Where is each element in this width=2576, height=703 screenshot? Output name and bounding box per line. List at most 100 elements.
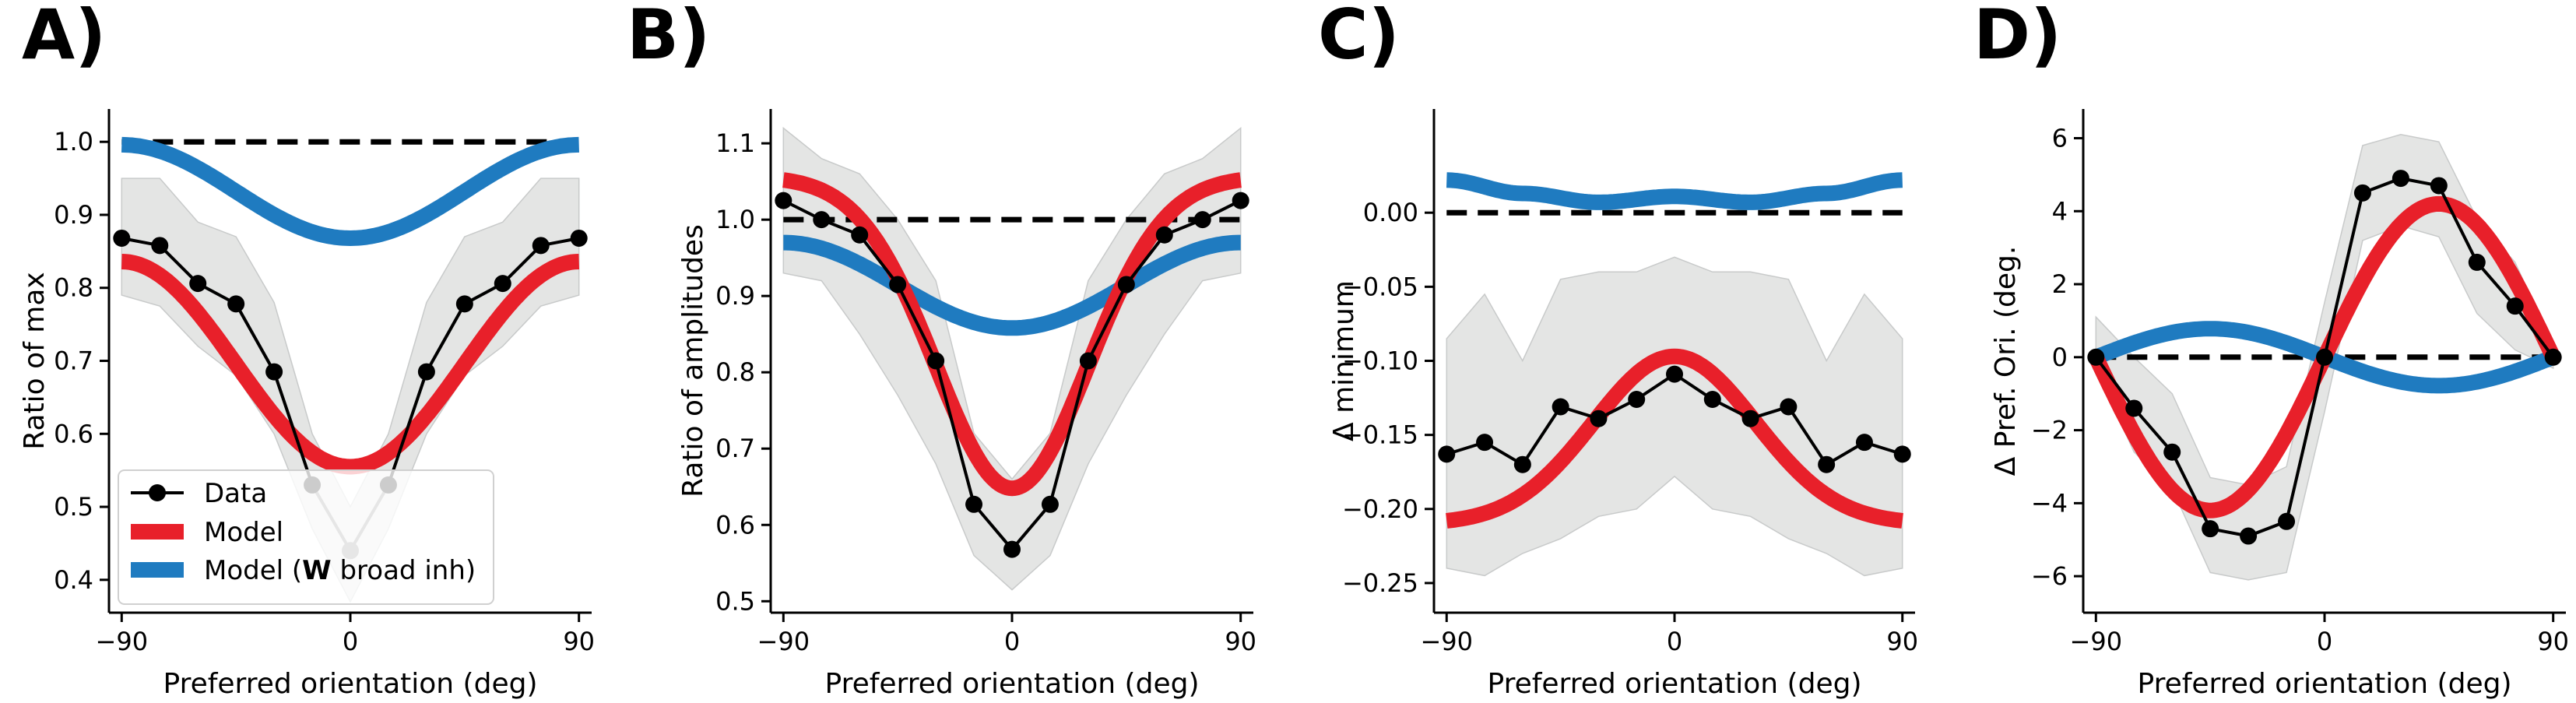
legend-frame	[118, 469, 494, 605]
data-point	[2163, 443, 2181, 461]
y-tick-label: 0.9	[715, 281, 755, 311]
data-point	[2391, 170, 2409, 188]
y-tick-label: 6	[2052, 124, 2068, 153]
legend-label: Model	[204, 517, 283, 548]
panel-b: B) −90 0 90 0.5 0.6 0.7 0.8 0.9 1.0 1.1 Preferred o…	[627, 0, 1256, 700]
x-tick-label: −90	[1420, 627, 1473, 656]
data-point	[2316, 348, 2333, 366]
y-tick-label: −0.20	[1342, 494, 1418, 524]
legend-label-prefix: Data	[204, 478, 267, 509]
data-point	[2240, 527, 2258, 545]
y-tick-label: −0.25	[1342, 568, 1418, 598]
data-point	[1155, 226, 1173, 244]
data-point	[1893, 445, 1911, 463]
y-tick-label: 0.4	[54, 565, 93, 595]
data-point	[1079, 352, 1097, 370]
data-point	[494, 275, 511, 293]
y-tick-label: −4	[2031, 488, 2068, 518]
data-point	[1855, 434, 1873, 452]
data-point	[2202, 520, 2219, 538]
x-tick-label: 0	[1667, 627, 1682, 656]
panel-label: B)	[627, 0, 710, 75]
x-tick-label: 90	[1225, 627, 1256, 656]
data-point	[1590, 409, 1608, 427]
y-tick-label: 0.7	[715, 434, 755, 463]
y-tick-label: 0	[2052, 343, 2068, 372]
legend-data-marker	[149, 484, 166, 501]
y-tick-label: 1.0	[54, 127, 93, 156]
data-point	[1703, 390, 1721, 408]
data-point	[2506, 297, 2524, 315]
x-axis-label: Preferred orientation (deg)	[825, 668, 1200, 700]
data-point	[1232, 192, 1249, 209]
data-point	[1117, 276, 1135, 294]
data-point	[455, 295, 473, 313]
confidence-band	[782, 126, 1242, 591]
panel-c: C) −90 0 90 −0.25 −0.20 −0.15 −0.10 −0.05 0.00 Pre…	[1318, 0, 1918, 700]
model-broad-inh-curve	[1446, 172, 1903, 210]
x-tick-label: 0	[1004, 627, 1020, 656]
y-axis-label: Ratio of max	[19, 272, 51, 449]
y-axis-label: Ratio of amplitudes	[677, 224, 709, 497]
panel-label: A)	[22, 0, 106, 75]
x-tick-label: −90	[96, 627, 149, 656]
legend: Data Model Model (W broad inh)	[118, 469, 494, 605]
y-tick-label: 0.8	[54, 273, 93, 303]
y-tick-label: 1.1	[715, 128, 755, 158]
data-point	[965, 495, 983, 513]
legend-label: Data	[204, 478, 267, 509]
x-tick-label: −90	[757, 627, 810, 656]
x-axis-label: Preferred orientation (deg)	[163, 668, 538, 700]
x-tick-label: 90	[1886, 627, 1918, 656]
confidence-band	[1446, 256, 1903, 577]
legend-label: Model (W broad inh)	[204, 555, 476, 586]
y-tick-label: 0.8	[715, 357, 755, 387]
data-point	[1628, 390, 1646, 408]
data-point	[2430, 177, 2448, 195]
x-tick-label: 90	[2537, 627, 2569, 656]
legend-label-prefix: Model (	[204, 555, 302, 586]
data-point	[1476, 434, 1494, 452]
data-point	[2353, 184, 2371, 202]
y-tick-label: −6	[2031, 561, 2068, 591]
legend-label-prefix: Model	[204, 517, 283, 548]
data-line	[121, 237, 580, 486]
model-broad-inh-curve	[783, 234, 1241, 336]
y-axis-label: Δ Pref. Ori. (deg.	[1990, 246, 2022, 476]
model-curve	[782, 172, 1242, 497]
data-point	[1741, 409, 1759, 427]
y-tick-label: −2	[2031, 416, 2068, 445]
data-point	[2544, 348, 2562, 366]
y-tick-label: −0.05	[1342, 272, 1418, 301]
x-tick-label: −90	[2070, 627, 2123, 656]
y-tick-label: −0.10	[1342, 346, 1418, 376]
data-point	[1438, 445, 1456, 463]
y-tick-label: −0.15	[1342, 420, 1418, 450]
data-point	[1513, 455, 1531, 473]
data-point	[151, 237, 169, 255]
y-tick-label: 0.6	[54, 419, 93, 448]
y-tick-label: 0.7	[54, 346, 93, 376]
y-tick-label: 2	[2052, 269, 2068, 299]
y-axis-label: Δ minimum	[1328, 280, 1360, 441]
model-curve	[121, 254, 580, 475]
data-point	[1003, 540, 1021, 558]
model-broad-inh-curve	[121, 136, 580, 247]
data-point	[813, 211, 831, 229]
data-point	[2125, 399, 2143, 417]
y-tick-label: 0.00	[1363, 198, 1418, 227]
data-point	[1041, 495, 1059, 513]
y-tick-label: 0.9	[54, 200, 93, 230]
data-point	[927, 352, 945, 370]
data-point	[417, 363, 435, 381]
data-point	[2278, 512, 2296, 530]
data-point	[2087, 348, 2105, 366]
data-point	[775, 192, 792, 209]
data-point	[1818, 455, 1836, 473]
legend-label-suffix: broad inh)	[332, 555, 476, 586]
data-point	[2468, 253, 2486, 271]
legend-label-bold: W	[302, 555, 332, 586]
data-point	[265, 363, 283, 381]
panel-label: C)	[1318, 0, 1400, 75]
data-point	[851, 226, 869, 244]
